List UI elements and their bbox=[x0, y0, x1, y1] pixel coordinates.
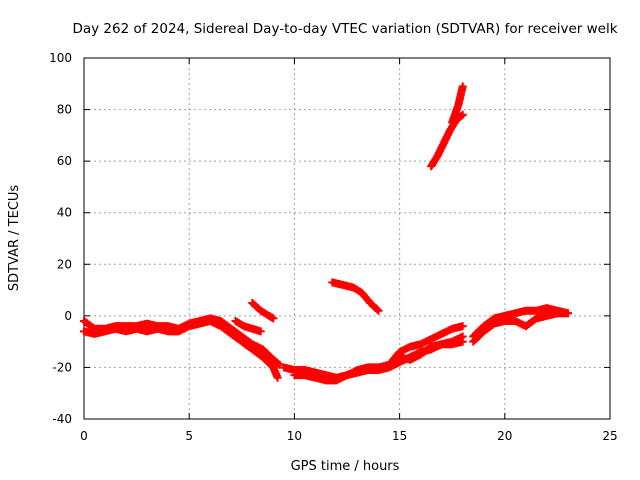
data-point bbox=[269, 314, 278, 323]
data-point bbox=[374, 306, 383, 315]
y-tick-label: 0 bbox=[64, 309, 72, 323]
data-series-segment bbox=[80, 317, 282, 382]
x-tick-label: 5 bbox=[185, 429, 193, 443]
x-tick-label: 0 bbox=[80, 429, 88, 443]
y-axis-label: SDTVAR / TECUs bbox=[7, 185, 22, 292]
grid-lines bbox=[84, 58, 610, 419]
y-tick-label: 40 bbox=[57, 206, 72, 220]
data-series-segment bbox=[427, 110, 467, 171]
data-point bbox=[458, 322, 467, 331]
data-series-segment bbox=[231, 317, 265, 336]
x-tick-label: 15 bbox=[392, 429, 407, 443]
x-axis-label: GPS time / hours bbox=[291, 459, 400, 474]
data-point bbox=[373, 305, 382, 314]
y-tick-label: -40 bbox=[52, 412, 72, 426]
x-tick-label: 10 bbox=[287, 429, 302, 443]
y-tick-label: 80 bbox=[57, 103, 72, 117]
data-point bbox=[273, 373, 282, 382]
y-axis-ticks: -40 -20 0 20 40 60 80 100 bbox=[49, 51, 610, 426]
plot-area-frame bbox=[83, 57, 611, 420]
data-series-segment bbox=[80, 314, 284, 369]
data-series-segment bbox=[328, 278, 383, 315]
data-series-segment bbox=[448, 82, 467, 127]
data-series-segment bbox=[248, 298, 278, 323]
y-tick-label: 60 bbox=[57, 154, 72, 168]
x-axis-ticks: 0 5 10 15 20 25 bbox=[80, 58, 618, 443]
data-series-segment bbox=[290, 332, 467, 385]
data-point bbox=[274, 359, 283, 368]
data-point bbox=[458, 110, 467, 119]
data-series-segment bbox=[395, 337, 467, 364]
x-tick-label: 25 bbox=[602, 429, 617, 443]
chart-title: Day 262 of 2024, Sidereal Day-to-day VTE… bbox=[72, 21, 617, 37]
y-tick-label: -20 bbox=[52, 360, 72, 374]
data-point bbox=[457, 111, 466, 120]
data-point bbox=[563, 309, 572, 318]
data-series-segment bbox=[469, 309, 572, 346]
y-tick-label: 20 bbox=[57, 257, 72, 271]
data-point bbox=[458, 82, 467, 91]
y-tick-label: 100 bbox=[49, 51, 72, 65]
data-point bbox=[256, 327, 265, 336]
data-marks bbox=[80, 82, 572, 385]
data-point bbox=[458, 337, 467, 346]
data-point bbox=[275, 360, 284, 369]
x-tick-label: 20 bbox=[497, 429, 512, 443]
